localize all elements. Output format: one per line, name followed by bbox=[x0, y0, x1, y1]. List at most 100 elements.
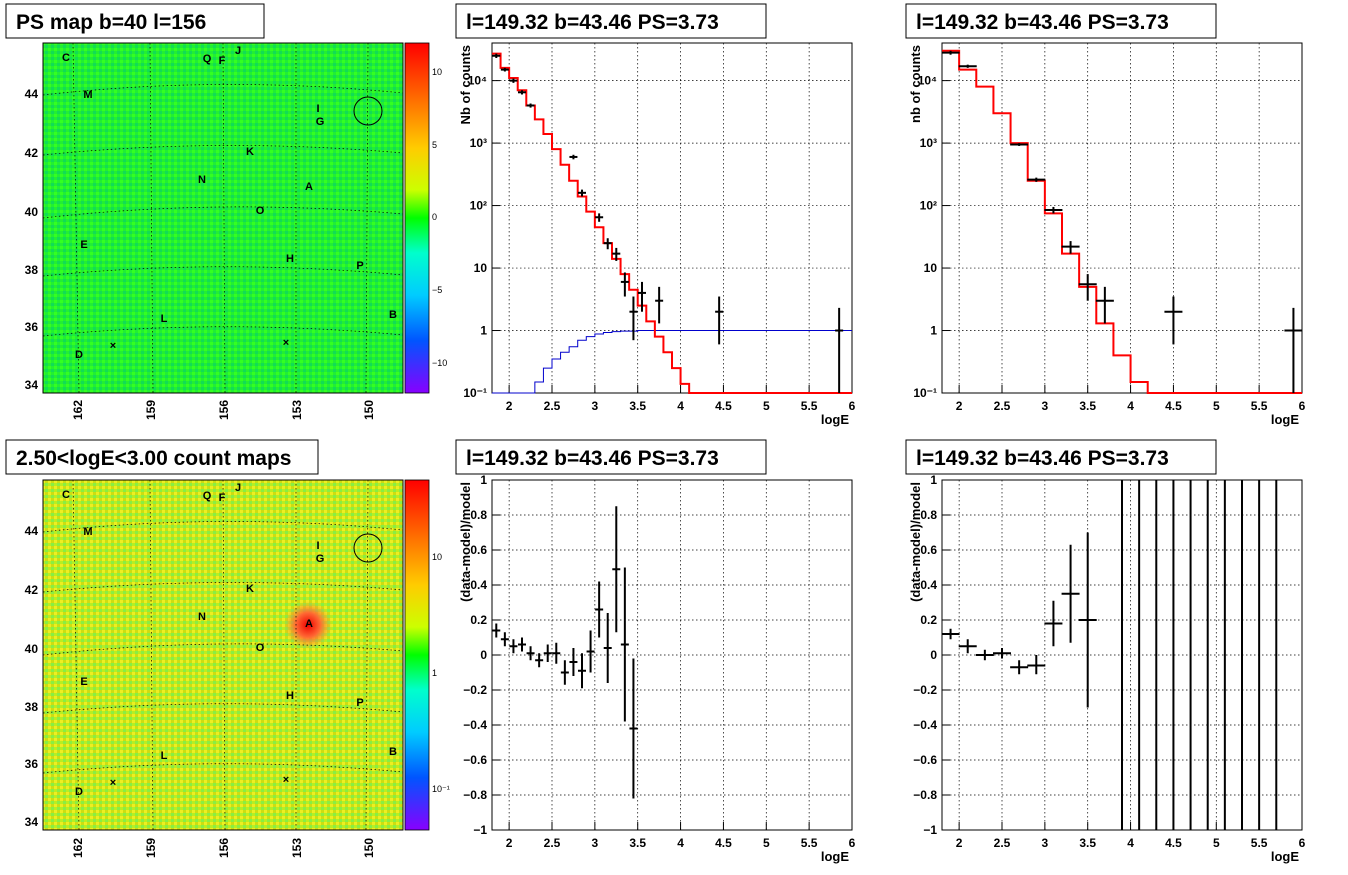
source-label-n: N bbox=[198, 174, 206, 186]
x-tick-label: 4 bbox=[677, 399, 684, 413]
y-tick-label: 0.4 bbox=[920, 578, 937, 592]
y-tick-label: 1 bbox=[480, 473, 487, 487]
chart-title-box bbox=[455, 3, 767, 39]
x-tick-label: 4 bbox=[1127, 836, 1134, 850]
x-tick-label: 2.5 bbox=[544, 399, 561, 413]
data-point bbox=[509, 78, 518, 83]
x-tick-label: 4.5 bbox=[715, 836, 732, 850]
x-tick-label: 5.5 bbox=[801, 836, 818, 850]
map-title: 2.50<logE<3.00 count maps bbox=[16, 447, 291, 470]
map-title-box bbox=[5, 439, 319, 475]
data-point bbox=[993, 648, 1011, 659]
ps-map-image bbox=[43, 43, 403, 393]
x-tick-label: 5 bbox=[1213, 399, 1220, 413]
chart-title: l=149.32 b=43.46 PS=3.73 bbox=[466, 447, 719, 470]
x-tick-label: 3.5 bbox=[629, 399, 646, 413]
source-label-l: L bbox=[161, 313, 168, 325]
data-point bbox=[1044, 600, 1063, 647]
colorbar-tick: −5 bbox=[432, 285, 442, 295]
map-lat-ticks: 44 42 40 38 36 34 bbox=[25, 87, 39, 392]
data-point bbox=[1164, 296, 1183, 345]
cross-marker: × bbox=[110, 340, 116, 352]
chart-title: l=149.32 b=43.46 PS=3.73 bbox=[916, 11, 1169, 34]
y-tick-label: −1 bbox=[923, 823, 937, 837]
y-tick-label: 0.2 bbox=[920, 613, 937, 627]
colorbar-tick: −10 bbox=[432, 358, 447, 368]
y-tick-label: −0.6 bbox=[463, 753, 487, 767]
y-tick-label: −0.4 bbox=[463, 718, 487, 732]
data-point bbox=[1027, 177, 1046, 182]
plot-frame bbox=[941, 42, 1303, 394]
data-point bbox=[941, 628, 960, 640]
x-tick-label: 5.5 bbox=[801, 399, 818, 413]
chart-panel-2: l=149.32 b=43.46 PS=3.73 2 2.5 3 3.5 4 4.5 5 5.5… bbox=[905, 3, 1306, 427]
y-tick-label: 0 bbox=[930, 648, 937, 662]
y-tick-label: −0.8 bbox=[463, 788, 487, 802]
colorbar-tick: 0 bbox=[432, 212, 437, 222]
charts: l=149.32 b=43.46 PS=3.73 2 2.5 3 3.5 4 4.5 5 5.5… bbox=[455, 3, 1306, 864]
data-point bbox=[1010, 143, 1029, 146]
lon-tick: 156 bbox=[217, 400, 231, 420]
source-label-d: D bbox=[75, 349, 83, 361]
lat-tick: 44 bbox=[25, 524, 39, 538]
data-point bbox=[526, 103, 535, 108]
source-labels: C Q FJ M IG K N A O E H P L B D bbox=[62, 482, 397, 798]
data-point bbox=[612, 247, 621, 261]
data-point bbox=[655, 286, 664, 324]
y-tick-label: −0.2 bbox=[463, 683, 487, 697]
data-point bbox=[518, 637, 526, 652]
source-label-c: C bbox=[62, 52, 70, 64]
x-axis-label: logE bbox=[1271, 412, 1299, 427]
y-tick-label: −1 bbox=[473, 823, 487, 837]
data-point bbox=[586, 630, 595, 673]
x-tick-label: 4.5 bbox=[1165, 836, 1182, 850]
colorbar-tick: 10 bbox=[432, 552, 442, 562]
chart-title-box bbox=[905, 3, 1217, 39]
y-axis-label: nb of counts bbox=[908, 45, 923, 123]
x-tick-label: 2.5 bbox=[544, 836, 561, 850]
source-label-q: Q bbox=[203, 490, 212, 502]
count-map-image bbox=[43, 480, 403, 830]
lon-tick: 162 bbox=[71, 400, 85, 420]
map-lon-ticks: 162 159 156 153 150 bbox=[71, 838, 376, 858]
map-title: PS map b=40 l=156 bbox=[16, 11, 206, 34]
data-point bbox=[629, 296, 638, 341]
source-label-k: K bbox=[246, 583, 254, 595]
y-tick-label: 0.2 bbox=[470, 613, 487, 627]
y-tick-label: 10³ bbox=[470, 136, 487, 150]
data-point bbox=[578, 653, 586, 689]
data-point bbox=[535, 653, 544, 668]
model-histogram-line bbox=[942, 49, 1302, 394]
y-tick-label: 10⁴ bbox=[468, 74, 487, 88]
y-tick-label: 10² bbox=[470, 199, 487, 213]
x-axis-label: logE bbox=[821, 412, 849, 427]
cross-marker: × bbox=[283, 774, 289, 786]
chart-title: l=149.32 b=43.46 PS=3.73 bbox=[916, 447, 1169, 470]
y-axis-label: (data-model)/model bbox=[908, 482, 923, 602]
data-point bbox=[569, 648, 578, 676]
x-tick-label: 2 bbox=[956, 399, 963, 413]
lat-tick: 38 bbox=[25, 700, 39, 714]
lon-tick: 156 bbox=[217, 838, 231, 858]
x-tick-label: 5 bbox=[763, 399, 770, 413]
source-label-c: C bbox=[62, 489, 70, 501]
data-point bbox=[1027, 655, 1046, 675]
y-tick-label: 1 bbox=[930, 473, 937, 487]
x-tick-label: 3.5 bbox=[1079, 836, 1096, 850]
lon-tick: 150 bbox=[362, 838, 376, 858]
source-label-q: Q bbox=[203, 53, 212, 65]
map-title-box bbox=[5, 3, 265, 39]
source-label-f: F bbox=[219, 55, 226, 67]
chart-panel-1: l=149.32 b=43.46 PS=3.73 2 2.5 3 3.5 4 4.5 5 5.5… bbox=[455, 3, 856, 427]
x-tick-label: 6 bbox=[1299, 399, 1306, 413]
source-label-m: M bbox=[83, 526, 92, 538]
y-tick-label: 10 bbox=[474, 261, 488, 275]
y-tick-label: 1 bbox=[480, 324, 487, 338]
data-point bbox=[835, 307, 844, 393]
x-tick-label: 2 bbox=[506, 399, 513, 413]
source-label-o: O bbox=[256, 642, 265, 654]
x-tick-label: 2.5 bbox=[994, 836, 1011, 850]
lat-tick: 40 bbox=[25, 205, 39, 219]
data-point bbox=[1061, 544, 1080, 643]
x-tick-label: 2.5 bbox=[994, 399, 1011, 413]
